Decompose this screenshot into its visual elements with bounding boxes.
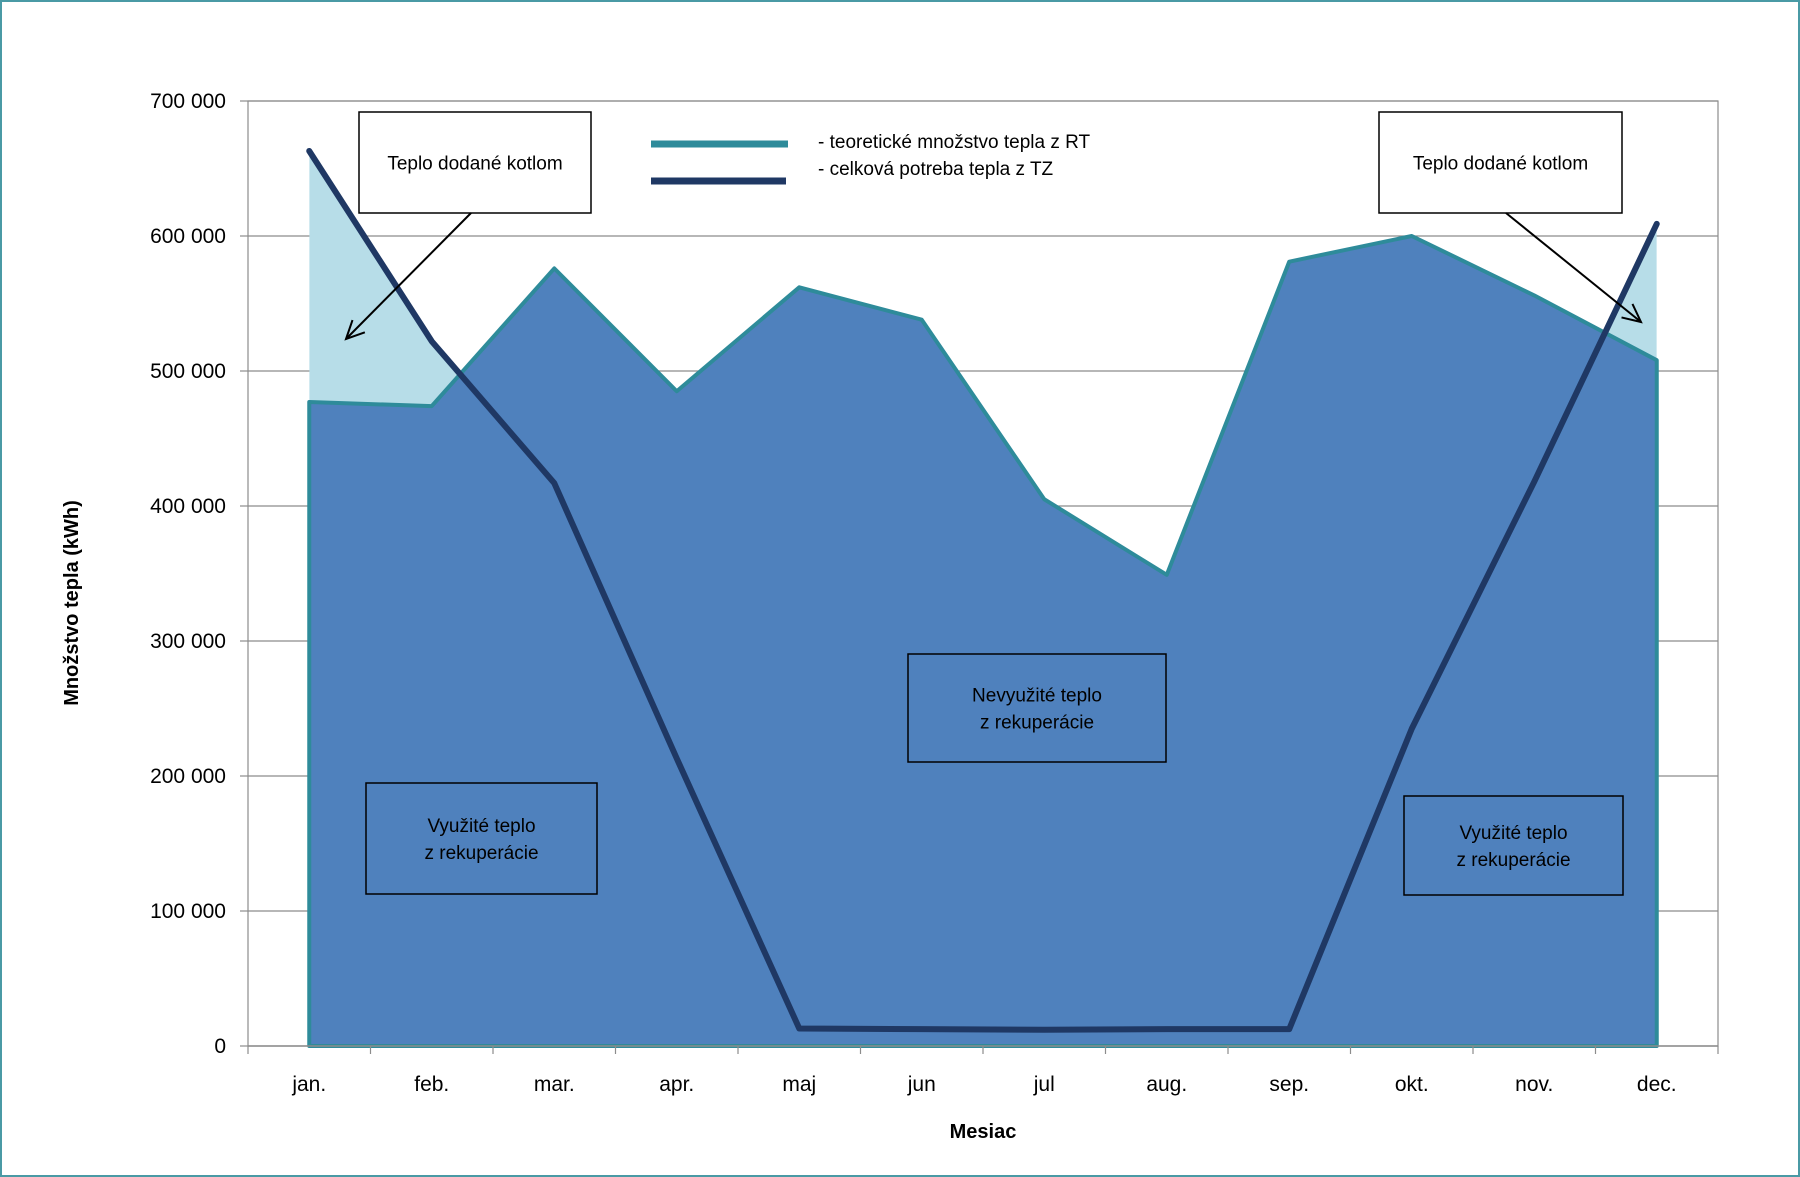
area-layer <box>307 150 1659 1048</box>
x-tick-label: dec. <box>1637 1073 1677 1096</box>
tz-line <box>306 147 1660 1033</box>
legend: - teoretické množstvo tepla z RT - celkov… <box>651 132 1090 185</box>
arrow-left-shaft <box>345 212 472 340</box>
rt-area <box>307 234 1659 1048</box>
x-tick-label: jan. <box>291 1073 326 1096</box>
y-tick-label: 100 000 <box>150 900 226 923</box>
used-left-text: z rekuperácie <box>424 843 538 864</box>
used-left-box <box>365 782 598 895</box>
x-tick-label: nov. <box>1515 1073 1553 1096</box>
x-tick-label: sep. <box>1269 1073 1309 1096</box>
legend-tz-label: - celková potreba tepla z TZ <box>818 159 1054 180</box>
x-tick-label: mar. <box>534 1073 575 1096</box>
y-tick-label: 500 000 <box>150 360 226 383</box>
x-tick-label: aug. <box>1146 1073 1187 1096</box>
used-left-text: Využité teplo <box>427 816 535 837</box>
y-tick-label: 300 000 <box>150 630 226 653</box>
used-right-text: z rekuperácie <box>1456 850 1570 871</box>
line-layer <box>306 147 1660 1033</box>
x-tick-label: apr. <box>659 1073 694 1096</box>
arrow-right-head <box>1621 303 1643 324</box>
x-tick-label: feb. <box>414 1073 449 1096</box>
boiler-right-box <box>1378 111 1623 214</box>
y-tick-label: 0 <box>214 1035 226 1058</box>
used-right-box <box>1403 795 1624 896</box>
y-tick-label: 700 000 <box>150 90 226 113</box>
y-tick-label: 400 000 <box>150 495 226 518</box>
boiler-left-text: Teplo dodané kotlom <box>387 154 562 175</box>
x-tick-label: jun <box>907 1073 936 1096</box>
x-tick-label: jul <box>1033 1073 1055 1096</box>
annotations: Teplo dodané kotlom Teplo dodané kotlom Vy… <box>344 111 1643 896</box>
x-tick-label: okt. <box>1395 1073 1429 1096</box>
unused-middle-text: Nevyužité teplo <box>972 686 1102 707</box>
boiler-left-box <box>358 111 592 214</box>
y-tick-label: 200 000 <box>150 765 226 788</box>
arrow-right-shaft <box>1505 212 1642 323</box>
used-right-text: Využité teplo <box>1459 823 1567 844</box>
y-tick-label: 600 000 <box>150 225 226 248</box>
y-axis-title: Množstvo tepla (kWh) <box>61 500 83 706</box>
x-axis-title: Mesiac <box>950 1121 1017 1143</box>
boiler-right-text: Teplo dodané kotlom <box>1413 154 1588 175</box>
axes: 0 100 000 200 000 300 000 400 000 500 000 600 … <box>150 90 1719 1096</box>
arrow-left-head <box>344 319 366 341</box>
x-tick-label: maj <box>782 1073 816 1096</box>
unused-middle-text: z rekuperácie <box>980 713 1094 734</box>
unused-middle-box <box>907 653 1167 763</box>
legend-rt-label: - teoretické množstvo tepla z RT <box>818 132 1090 153</box>
